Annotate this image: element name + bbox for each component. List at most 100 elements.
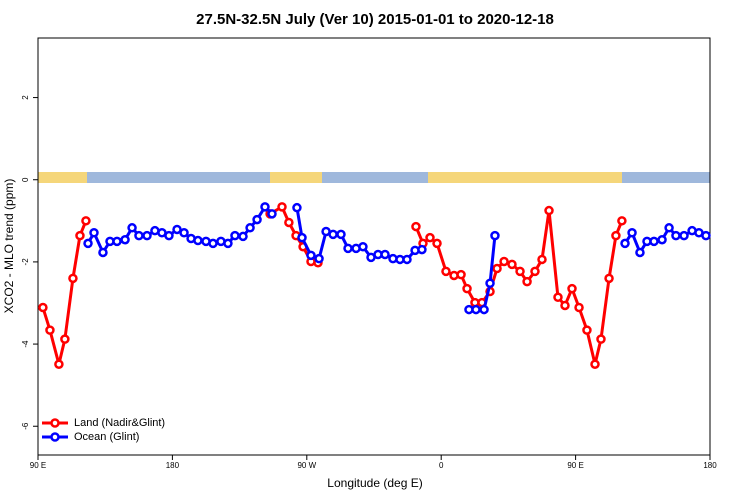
y-tick-label: 0 [21,177,30,182]
data-point [611,230,621,241]
data-point [499,256,509,267]
data-point [417,244,427,255]
data-point [492,263,502,274]
data-point [328,229,338,240]
y-tick-label: -4 [21,340,30,348]
data-point [252,214,262,225]
data-point [277,202,287,212]
data-point [297,232,307,243]
land-band [270,172,322,183]
y-tick-label: -6 [21,422,30,430]
data-point [81,216,91,226]
data-point [479,304,489,315]
data-point [679,230,689,241]
plot-frame [37,37,711,456]
data-point [260,202,270,212]
x-tick-label: 0 [439,461,444,470]
data-point [336,229,346,240]
data-point [627,227,637,238]
data-point [245,223,255,233]
data-point [441,266,451,277]
land-band [38,172,87,183]
data-point [657,234,667,245]
data-point [380,249,390,260]
legend-marker [50,432,60,442]
data-point [604,273,614,284]
data-point [60,334,70,344]
data-point [89,227,99,238]
data-point [193,235,203,246]
legend-label: Ocean (Glint) [74,431,139,443]
data-point [490,230,500,241]
data-point [68,273,78,284]
x-tick-label: 90 E [567,461,583,470]
data-point [537,254,547,265]
data-point [432,238,442,249]
data-point [284,217,294,228]
x-axis-label: Longitude (deg E) [327,476,422,490]
data-point [582,325,592,335]
data-point [507,259,517,270]
x-tick-label: 90 W [297,461,316,470]
data-point [267,209,277,219]
data-point [425,232,435,243]
data-point [230,230,240,241]
x-tick-label: 90 E [30,461,46,470]
chart-title: 27.5N-32.5N July (Ver 10) 2015-01-01 to … [196,11,554,28]
data-point [515,266,525,277]
data-point [649,236,659,247]
data-point [462,283,472,294]
x-tick-label: 180 [703,461,717,470]
data-point [635,247,645,258]
data-point [208,238,218,249]
data-point [620,238,630,249]
data-point [54,359,64,369]
legend-marker [50,418,60,428]
data-point [83,238,93,249]
data-point [544,205,554,216]
y-tick-label: 2 [21,95,30,100]
data-point [179,227,189,238]
data-point [530,266,540,277]
data-point [553,292,563,302]
series-line [414,210,624,365]
data-point [223,238,233,249]
y-tick-label: -2 [21,258,30,266]
data-point [343,243,353,254]
data-point [456,269,466,280]
data-point [358,241,368,252]
data-point [567,283,577,294]
data-point [172,224,182,235]
ocean-band [38,172,710,183]
data-point [701,230,711,241]
data-point [402,254,412,265]
land-ocean-band [38,172,710,183]
data-point [38,302,48,313]
land-band [428,172,622,183]
data-point [671,230,681,241]
data-point [574,302,584,313]
data-point [45,325,55,335]
data-point [98,247,108,258]
data-point [411,221,421,232]
data-point [142,230,152,241]
x-tick-label: 180 [166,461,180,470]
data-point [292,202,302,213]
data-point [664,223,674,233]
data-point [596,334,606,344]
data-point [485,278,495,289]
y-axis-label: XCO2 - MLO trend (ppm) [2,179,16,314]
data-point [314,253,324,264]
data-point [471,304,481,315]
data-point [120,234,130,245]
legend-label: Land (Nadir&Glint) [74,417,165,429]
data-point [134,230,144,241]
data-point [75,230,85,241]
data-point [522,276,532,287]
data-point [617,216,627,226]
data-point [238,231,248,242]
data-point [112,236,122,247]
data-point [306,250,316,261]
data-point [590,359,600,369]
